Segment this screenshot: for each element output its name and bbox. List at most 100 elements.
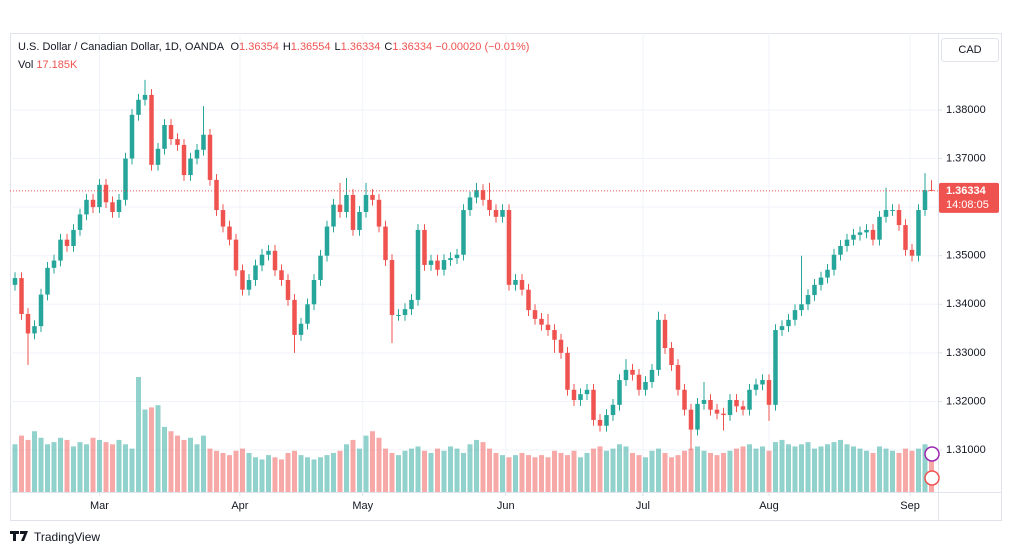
candle-body xyxy=(747,389,752,410)
x-tick-label: May xyxy=(352,500,373,512)
ohlc-key: L xyxy=(334,41,341,53)
symbol-title[interactable]: U.S. Dollar / Canadian Dollar, 1D, OANDA xyxy=(18,41,224,53)
volume-bar xyxy=(851,446,856,492)
y-tick-label: 1.37000 xyxy=(946,152,986,164)
candle-body xyxy=(688,409,694,430)
volume-bar xyxy=(240,448,245,492)
volume-bar xyxy=(493,452,499,492)
candle-body xyxy=(721,413,726,416)
change: −0.00020 (−0.01%) xyxy=(435,41,530,53)
ohlc-value: 1.36554 xyxy=(290,41,331,53)
volume-bar xyxy=(701,450,707,492)
volume-bars xyxy=(12,377,934,492)
candle-body xyxy=(142,94,148,100)
candle-body xyxy=(175,139,180,145)
candle-body xyxy=(597,419,603,426)
volume-bar xyxy=(266,455,271,492)
candle-body xyxy=(454,254,460,259)
volume-bar xyxy=(58,437,63,492)
candle-body xyxy=(123,158,128,200)
candle-body xyxy=(610,404,616,416)
candle-body xyxy=(760,380,765,385)
volume-bar xyxy=(617,444,622,492)
event-icon[interactable] xyxy=(924,446,940,462)
x-tick-label: Aug xyxy=(759,500,779,512)
candle-body xyxy=(324,226,330,256)
volume-bar xyxy=(480,442,486,492)
volume-bar xyxy=(773,442,778,492)
candle-body xyxy=(285,279,291,300)
candle-body xyxy=(201,134,206,150)
volume-bar xyxy=(181,439,187,492)
volume-bar xyxy=(279,459,284,492)
volume-bar xyxy=(207,448,213,492)
last-price-box xyxy=(939,182,999,213)
volume-bar xyxy=(916,448,921,492)
volume-bar xyxy=(844,444,850,492)
volume-bar xyxy=(649,450,655,492)
candle-body xyxy=(12,278,18,285)
candle-body xyxy=(45,267,50,295)
volume-bar xyxy=(298,455,304,492)
legend-header: U.S. Dollar / Canadian Dollar, 1D, OANDA… xyxy=(18,41,529,53)
volume-bar xyxy=(84,444,89,492)
candle-body xyxy=(636,374,642,390)
volume-bar xyxy=(734,448,739,492)
candle-body xyxy=(701,399,707,404)
candle-body xyxy=(90,199,96,208)
candle-body xyxy=(331,204,336,227)
volume-bar xyxy=(513,455,518,492)
volume-bar xyxy=(675,455,681,492)
volume-bar xyxy=(506,457,512,492)
candle-body xyxy=(649,369,655,383)
y-tick-label: 1.35000 xyxy=(946,250,986,262)
volume-bar xyxy=(877,446,882,492)
candle-body xyxy=(864,229,869,233)
candle-body xyxy=(77,214,83,230)
brand-logo xyxy=(10,531,28,541)
candle-body xyxy=(71,229,76,246)
candle-body xyxy=(233,239,239,271)
candle-body xyxy=(246,279,252,290)
candle-body xyxy=(779,326,785,331)
candle-body xyxy=(487,199,492,211)
candle-body xyxy=(890,210,895,212)
candle-body xyxy=(805,295,811,305)
y-tick-label: 1.32000 xyxy=(946,395,986,407)
candle-body xyxy=(578,394,583,400)
candle-body xyxy=(188,158,193,176)
volume-bar xyxy=(25,439,31,492)
volume-bar xyxy=(818,446,824,492)
currency-button[interactable]: CAD xyxy=(941,38,999,62)
volume-bar xyxy=(253,457,258,492)
volume-bar xyxy=(292,450,297,492)
volume-bar xyxy=(201,435,206,492)
event-icon[interactable] xyxy=(924,470,940,486)
candle-body xyxy=(708,399,713,410)
last-price-label: 1.36334 xyxy=(946,185,987,197)
candle-body xyxy=(792,310,798,320)
candle-body xyxy=(337,204,343,212)
volume-bar xyxy=(727,450,733,492)
countdown-label: 14:08:05 xyxy=(946,199,989,211)
volume-bar xyxy=(415,446,421,492)
volume-bar xyxy=(922,444,928,492)
volume-bar xyxy=(214,450,219,492)
candle-body xyxy=(740,406,746,410)
ohlc-key: C xyxy=(384,41,393,53)
candle-body xyxy=(149,94,154,165)
candle-body xyxy=(259,254,265,266)
candle-body xyxy=(110,202,115,212)
candle-body xyxy=(513,279,518,285)
candle-body xyxy=(558,339,564,353)
candle-body xyxy=(116,199,122,212)
candle-body xyxy=(162,125,167,149)
candle-body xyxy=(155,148,161,165)
volume-bar xyxy=(695,446,700,492)
volume-bar xyxy=(597,446,603,492)
candle-body xyxy=(682,389,687,410)
brand-name[interactable]: TradingView xyxy=(34,530,101,544)
candle-body xyxy=(279,270,284,280)
candle-body xyxy=(480,190,486,200)
volume-bar xyxy=(305,457,310,492)
